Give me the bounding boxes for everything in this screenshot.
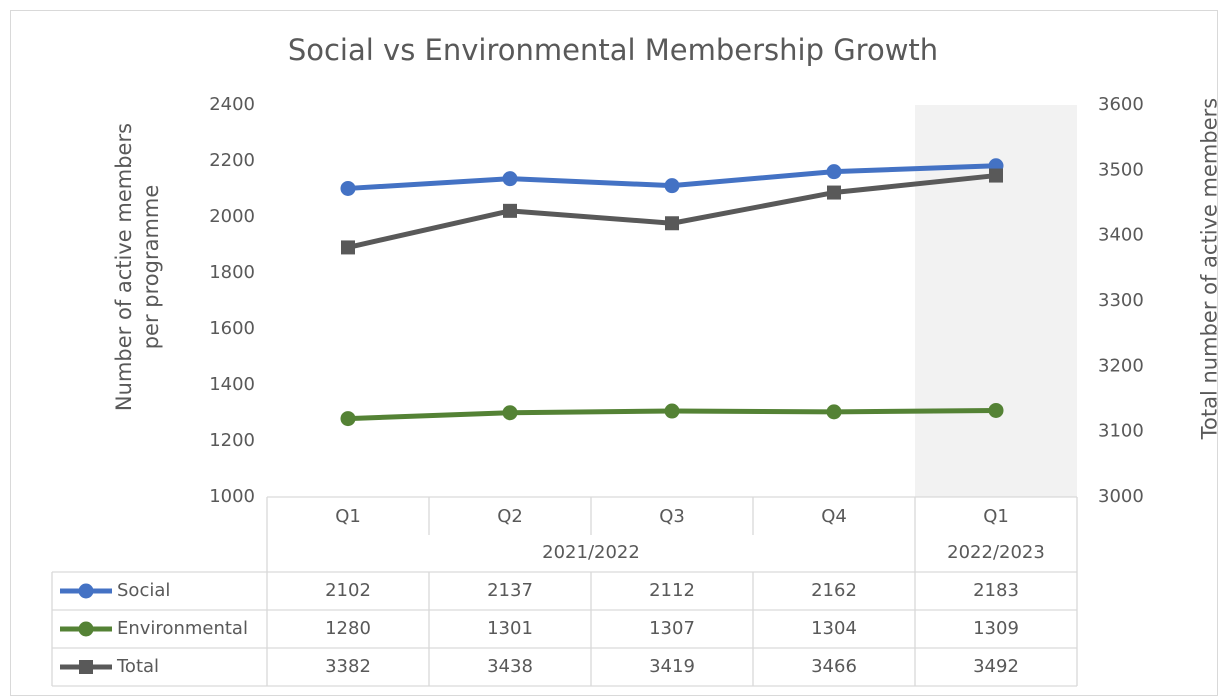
- y-tick-label: 2000: [209, 206, 255, 227]
- x-tick-label: Q4: [821, 506, 847, 527]
- data-point: [340, 411, 356, 427]
- y2-tick-label: 3200: [1098, 355, 1144, 376]
- y2-tick-label: 3000: [1098, 486, 1144, 507]
- table-value: 2102: [325, 580, 371, 601]
- data-point: [502, 171, 518, 187]
- group-label: 2021/2022: [542, 542, 640, 563]
- y2-tick-label: 3500: [1098, 159, 1144, 180]
- y-tick-label: 1800: [209, 262, 255, 283]
- y-tick-label: 1400: [209, 374, 255, 395]
- y-tick-label: 1600: [209, 318, 255, 339]
- legend-marker: [78, 621, 94, 637]
- y-axis-label: Number of active members per programme: [112, 122, 163, 412]
- data-point: [826, 404, 842, 420]
- data-point: [665, 216, 679, 231]
- data-point: [664, 403, 680, 419]
- data-point: [989, 168, 1003, 183]
- x-tick-label: Q1: [983, 506, 1009, 527]
- legend-label: Environmental: [117, 618, 248, 639]
- y2-tick-label: 3400: [1098, 225, 1144, 246]
- y-tick-label: 2200: [209, 150, 255, 171]
- legend-label: Total: [116, 656, 159, 677]
- data-point: [502, 405, 518, 421]
- data-point: [826, 164, 842, 180]
- chart-title: Social vs Environmental Membership Growt…: [288, 33, 938, 67]
- data-point: [827, 185, 841, 200]
- y-tick-label: 2400: [209, 94, 255, 115]
- y-tick-label: 1000: [209, 486, 255, 507]
- table-value: 2137: [487, 580, 533, 601]
- data-point: [341, 240, 355, 255]
- table-value: 1280: [325, 618, 371, 639]
- data-point: [503, 203, 517, 218]
- y2-tick-label: 3300: [1098, 290, 1144, 311]
- data-point: [340, 180, 356, 196]
- table-value: 3419: [649, 656, 695, 677]
- x-tick-label: Q2: [497, 506, 523, 527]
- table-value: 3492: [973, 656, 1019, 677]
- y2-tick-label: 3100: [1098, 421, 1144, 442]
- legend-label: Social: [117, 580, 170, 601]
- y-tick-label: 1200: [209, 430, 255, 451]
- table-value: 1304: [811, 618, 857, 639]
- group-label: 2022/2023: [947, 542, 1045, 563]
- x-tick-label: Q3: [659, 506, 685, 527]
- table-value: 2183: [973, 580, 1019, 601]
- y2-axis-label: Total number of active members: [1197, 97, 1220, 440]
- table-value: 3466: [811, 656, 857, 677]
- y2-tick-label: 3600: [1098, 94, 1144, 115]
- data-point: [664, 178, 680, 194]
- table-value: 2162: [811, 580, 857, 601]
- table-value: 3438: [487, 656, 533, 677]
- table-value: 1307: [649, 618, 695, 639]
- legend-marker: [79, 660, 93, 674]
- table-value: 3382: [325, 656, 371, 677]
- legend-marker: [78, 583, 94, 599]
- x-tick-label: Q1: [335, 506, 361, 527]
- table-value: 1309: [973, 618, 1019, 639]
- table-value: 1301: [487, 618, 533, 639]
- data-point: [988, 402, 1004, 418]
- table-value: 2112: [649, 580, 695, 601]
